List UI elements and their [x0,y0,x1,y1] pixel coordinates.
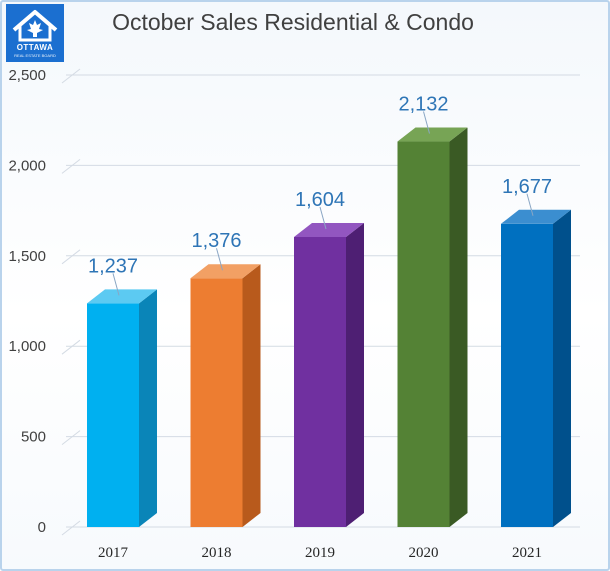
label-leader [526,193,534,216]
ottawa-real-estate-board-logo: OTTAWA REAL ESTATE BOARD [6,4,64,62]
bar-side [139,289,157,527]
bar-top [190,264,261,279]
gridline-depth [61,520,81,536]
bar-front [87,303,139,527]
label-leader [216,248,223,271]
logo-subtitle: REAL ESTATE BOARD [14,53,56,58]
label-leader [112,273,120,296]
bar-top [294,222,364,237]
x-tick-label: 2019 [305,545,335,561]
bar [87,289,157,527]
gridline-depth [61,68,81,84]
bar-side [449,127,468,528]
bar-front [294,236,346,527]
y-tick-label: 1,000 [8,338,46,355]
y-tick-label: 2,000 [8,157,46,174]
y-tick-label: 2,500 [8,67,46,84]
gridline-depth [61,159,81,174]
bar-side [346,222,364,527]
label-leader [423,111,430,134]
data-label: 2,132 [398,94,448,116]
house-maple-leaf-icon [12,10,58,42]
chart-title: October Sales Residential & Condo [112,9,474,35]
bar-front [501,223,553,527]
bar-front [190,278,243,527]
y-tick-label: 0 [38,519,46,536]
logo-wordmark: OTTAWA [16,43,54,52]
bar [501,209,571,527]
y-tick-label: 500 [21,429,46,446]
x-tick-label: 2020 [409,545,439,561]
label-leader [319,206,327,230]
bar-front [397,141,450,527]
bar-top [397,127,468,142]
gridline-depth [61,339,81,355]
x-tick-label: 2018 [202,545,232,561]
data-label: 1,237 [88,255,138,277]
x-tick-label: 2021 [512,545,542,561]
bar-side [242,264,261,527]
y-tick-label: 1,500 [8,248,46,265]
bar [294,222,364,527]
data-label: 1,604 [295,189,345,211]
bar-top [501,209,571,224]
data-label: 1,677 [502,176,552,198]
gridline-depth [61,249,81,265]
bar [397,127,468,528]
gridline-depth [61,430,81,445]
x-tick-label: 2017 [98,545,129,561]
data-label: 1,376 [191,230,241,252]
bar-side [553,209,571,527]
bar [190,264,261,527]
bar-top [87,289,157,304]
